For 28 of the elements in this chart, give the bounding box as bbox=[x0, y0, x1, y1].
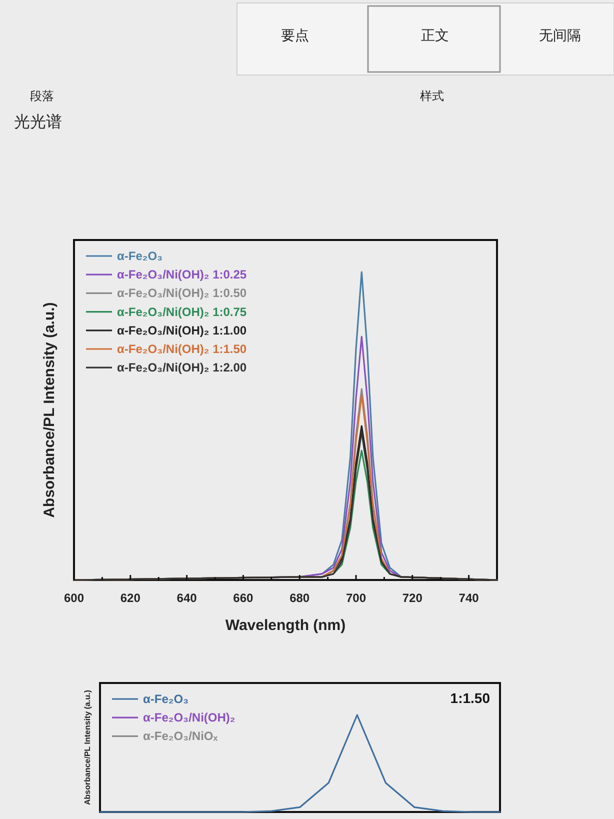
text: 1:1.50 bbox=[450, 690, 490, 706]
legend-label: α-Fe₂O₃/Ni(OH)₂ bbox=[143, 710, 236, 725]
text: 无间隔 bbox=[539, 28, 581, 44]
text: 样式 bbox=[420, 89, 444, 103]
legend-label: α-Fe₂O₃/NiOₓ bbox=[143, 729, 218, 744]
x-tick-label: 600 bbox=[64, 591, 84, 605]
legend-label: α-Fe₂O₃ bbox=[143, 692, 189, 706]
x-tick-label: 740 bbox=[458, 591, 480, 605]
x-tick-label: 720 bbox=[402, 591, 423, 605]
text: 正文 bbox=[421, 28, 449, 44]
y-axis-title: Absorbance/PL Intensity (a.u.) bbox=[41, 302, 58, 518]
text: 光光谱 bbox=[14, 112, 62, 131]
text: 要点 bbox=[281, 28, 309, 44]
x-axis-title: Wavelength (nm) bbox=[225, 617, 346, 634]
legend-label: α-Fe₂O₃ bbox=[117, 249, 163, 263]
legend-label: α-Fe₂O₃/Ni(OH)₂ 1:1.00 bbox=[117, 323, 247, 338]
legend-label: α-Fe₂O₃/Ni(OH)₂ 1:1.50 bbox=[117, 342, 247, 356]
legend-label: α-Fe₂O₃/Ni(OH)₂ 1:0.75 bbox=[117, 304, 247, 319]
x-tick-label: 700 bbox=[346, 591, 366, 605]
text: 段落 bbox=[30, 89, 54, 103]
x-tick-label: 680 bbox=[290, 591, 310, 605]
legend-label: α-Fe₂O₃/Ni(OH)₂ 1:0.50 bbox=[117, 286, 247, 300]
legend-label: α-Fe₂O₃/Ni(OH)₂ 1:2.00 bbox=[117, 360, 247, 375]
x-tick-label: 660 bbox=[233, 591, 254, 605]
legend-label: α-Fe₂O₃/Ni(OH)₂ 1:0.25 bbox=[117, 268, 247, 282]
y-axis-title: Absorbance/PL Intensity (a.u.) bbox=[83, 690, 92, 805]
x-tick-label: 640 bbox=[176, 591, 198, 605]
x-tick-label: 620 bbox=[120, 591, 141, 605]
